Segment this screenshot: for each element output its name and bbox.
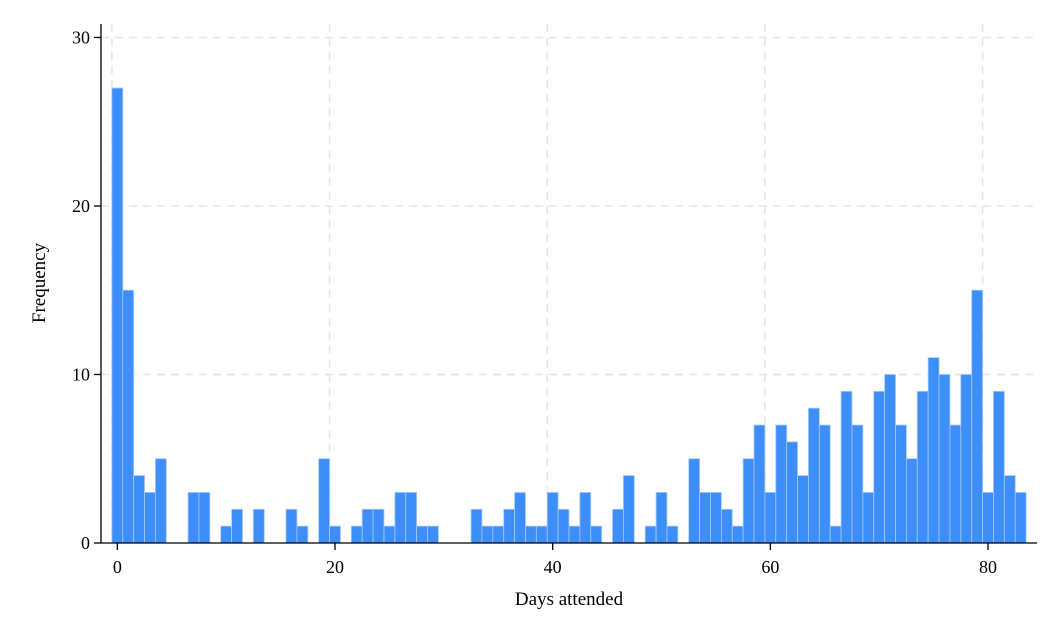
histogram-bar (720, 508, 733, 544)
histogram-bar (862, 492, 875, 544)
histogram-bar (688, 458, 701, 544)
histogram-bar (514, 492, 526, 544)
histogram-bar (285, 508, 298, 544)
histogram-bar (938, 374, 951, 544)
histogram-bar (394, 492, 407, 544)
histogram-bar (753, 424, 766, 544)
histogram-bar (786, 441, 798, 544)
histogram-bar (655, 492, 668, 544)
x-tick-label: 40 (544, 557, 562, 577)
histogram-bar (949, 424, 962, 544)
histogram-bar (818, 424, 831, 544)
histogram-bar (579, 492, 592, 544)
histogram-bar (503, 508, 515, 544)
x-tick-label: 80 (979, 557, 997, 577)
x-tick-label: 20 (326, 557, 344, 577)
histogram-bar (525, 525, 537, 544)
histogram-bar (851, 424, 864, 544)
histogram-bar (982, 492, 994, 544)
histogram-bar (144, 492, 156, 544)
histogram-bar (873, 390, 886, 544)
histogram-bar (884, 374, 896, 544)
histogram-bar (764, 492, 777, 544)
histogram-bar (122, 289, 135, 544)
histogram-bar (895, 424, 907, 544)
x-tick-label: 0 (113, 557, 122, 577)
histogram-bar (350, 525, 363, 544)
histogram-bar (187, 492, 200, 544)
histogram-bar (971, 289, 983, 544)
histogram-bar (590, 525, 603, 544)
y-tick-label: 10 (72, 364, 90, 384)
histogram-bar (644, 525, 657, 544)
y-axis-title: Frequency (29, 242, 50, 323)
histogram-bar (568, 525, 581, 544)
histogram-bar (155, 458, 167, 544)
histogram-bar (666, 525, 679, 544)
histogram-bar (742, 458, 755, 544)
histogram-bar (111, 87, 124, 544)
histogram-bar (927, 357, 940, 544)
histogram-bar (427, 525, 439, 544)
histogram-bar (1003, 475, 1016, 544)
histogram-bar (993, 390, 1005, 544)
histogram-bar (231, 508, 243, 544)
histogram-bar (960, 374, 973, 544)
histogram-bar (775, 424, 788, 544)
x-tick-label: 60 (761, 557, 779, 577)
histogram-bar (840, 390, 853, 544)
histogram-bar (198, 492, 211, 544)
axes: 0 10 20 30 0 20 40 60 80 (72, 24, 1037, 577)
histogram-bar (252, 508, 265, 544)
histogram-bar (220, 525, 233, 544)
histogram-bar (1014, 492, 1027, 544)
histogram-bar (470, 508, 483, 544)
histogram-bars (111, 87, 1027, 544)
histogram-bar (361, 508, 374, 544)
histogram-bar (405, 492, 418, 544)
histogram-bar (808, 407, 820, 544)
histogram-bar (535, 525, 548, 544)
histogram-bar (829, 525, 842, 544)
histogram-bar (133, 475, 145, 544)
y-tick-label: 30 (72, 27, 90, 47)
histogram-bar (623, 475, 635, 544)
histogram-bar (416, 525, 428, 544)
histogram-bar (557, 508, 570, 544)
histogram-bar (492, 525, 505, 544)
histogram-bar (699, 492, 711, 544)
y-tick-label: 0 (81, 533, 90, 553)
y-tick-label: 20 (72, 196, 90, 216)
histogram-bar (916, 390, 929, 544)
histogram-bar (296, 525, 309, 544)
histogram-bar (710, 492, 722, 544)
histogram-bar (612, 508, 624, 544)
grid-lines (101, 24, 1037, 543)
histogram-bar (372, 508, 385, 544)
histogram-bar (546, 492, 559, 544)
histogram-bar (905, 458, 918, 544)
x-axis-title: Days attended (515, 589, 624, 610)
histogram-bar (481, 525, 494, 544)
histogram-bar (329, 525, 341, 544)
histogram-bar (383, 525, 396, 544)
histogram-bar (318, 458, 330, 544)
histogram-bar (797, 475, 809, 544)
histogram-bar (731, 525, 744, 544)
